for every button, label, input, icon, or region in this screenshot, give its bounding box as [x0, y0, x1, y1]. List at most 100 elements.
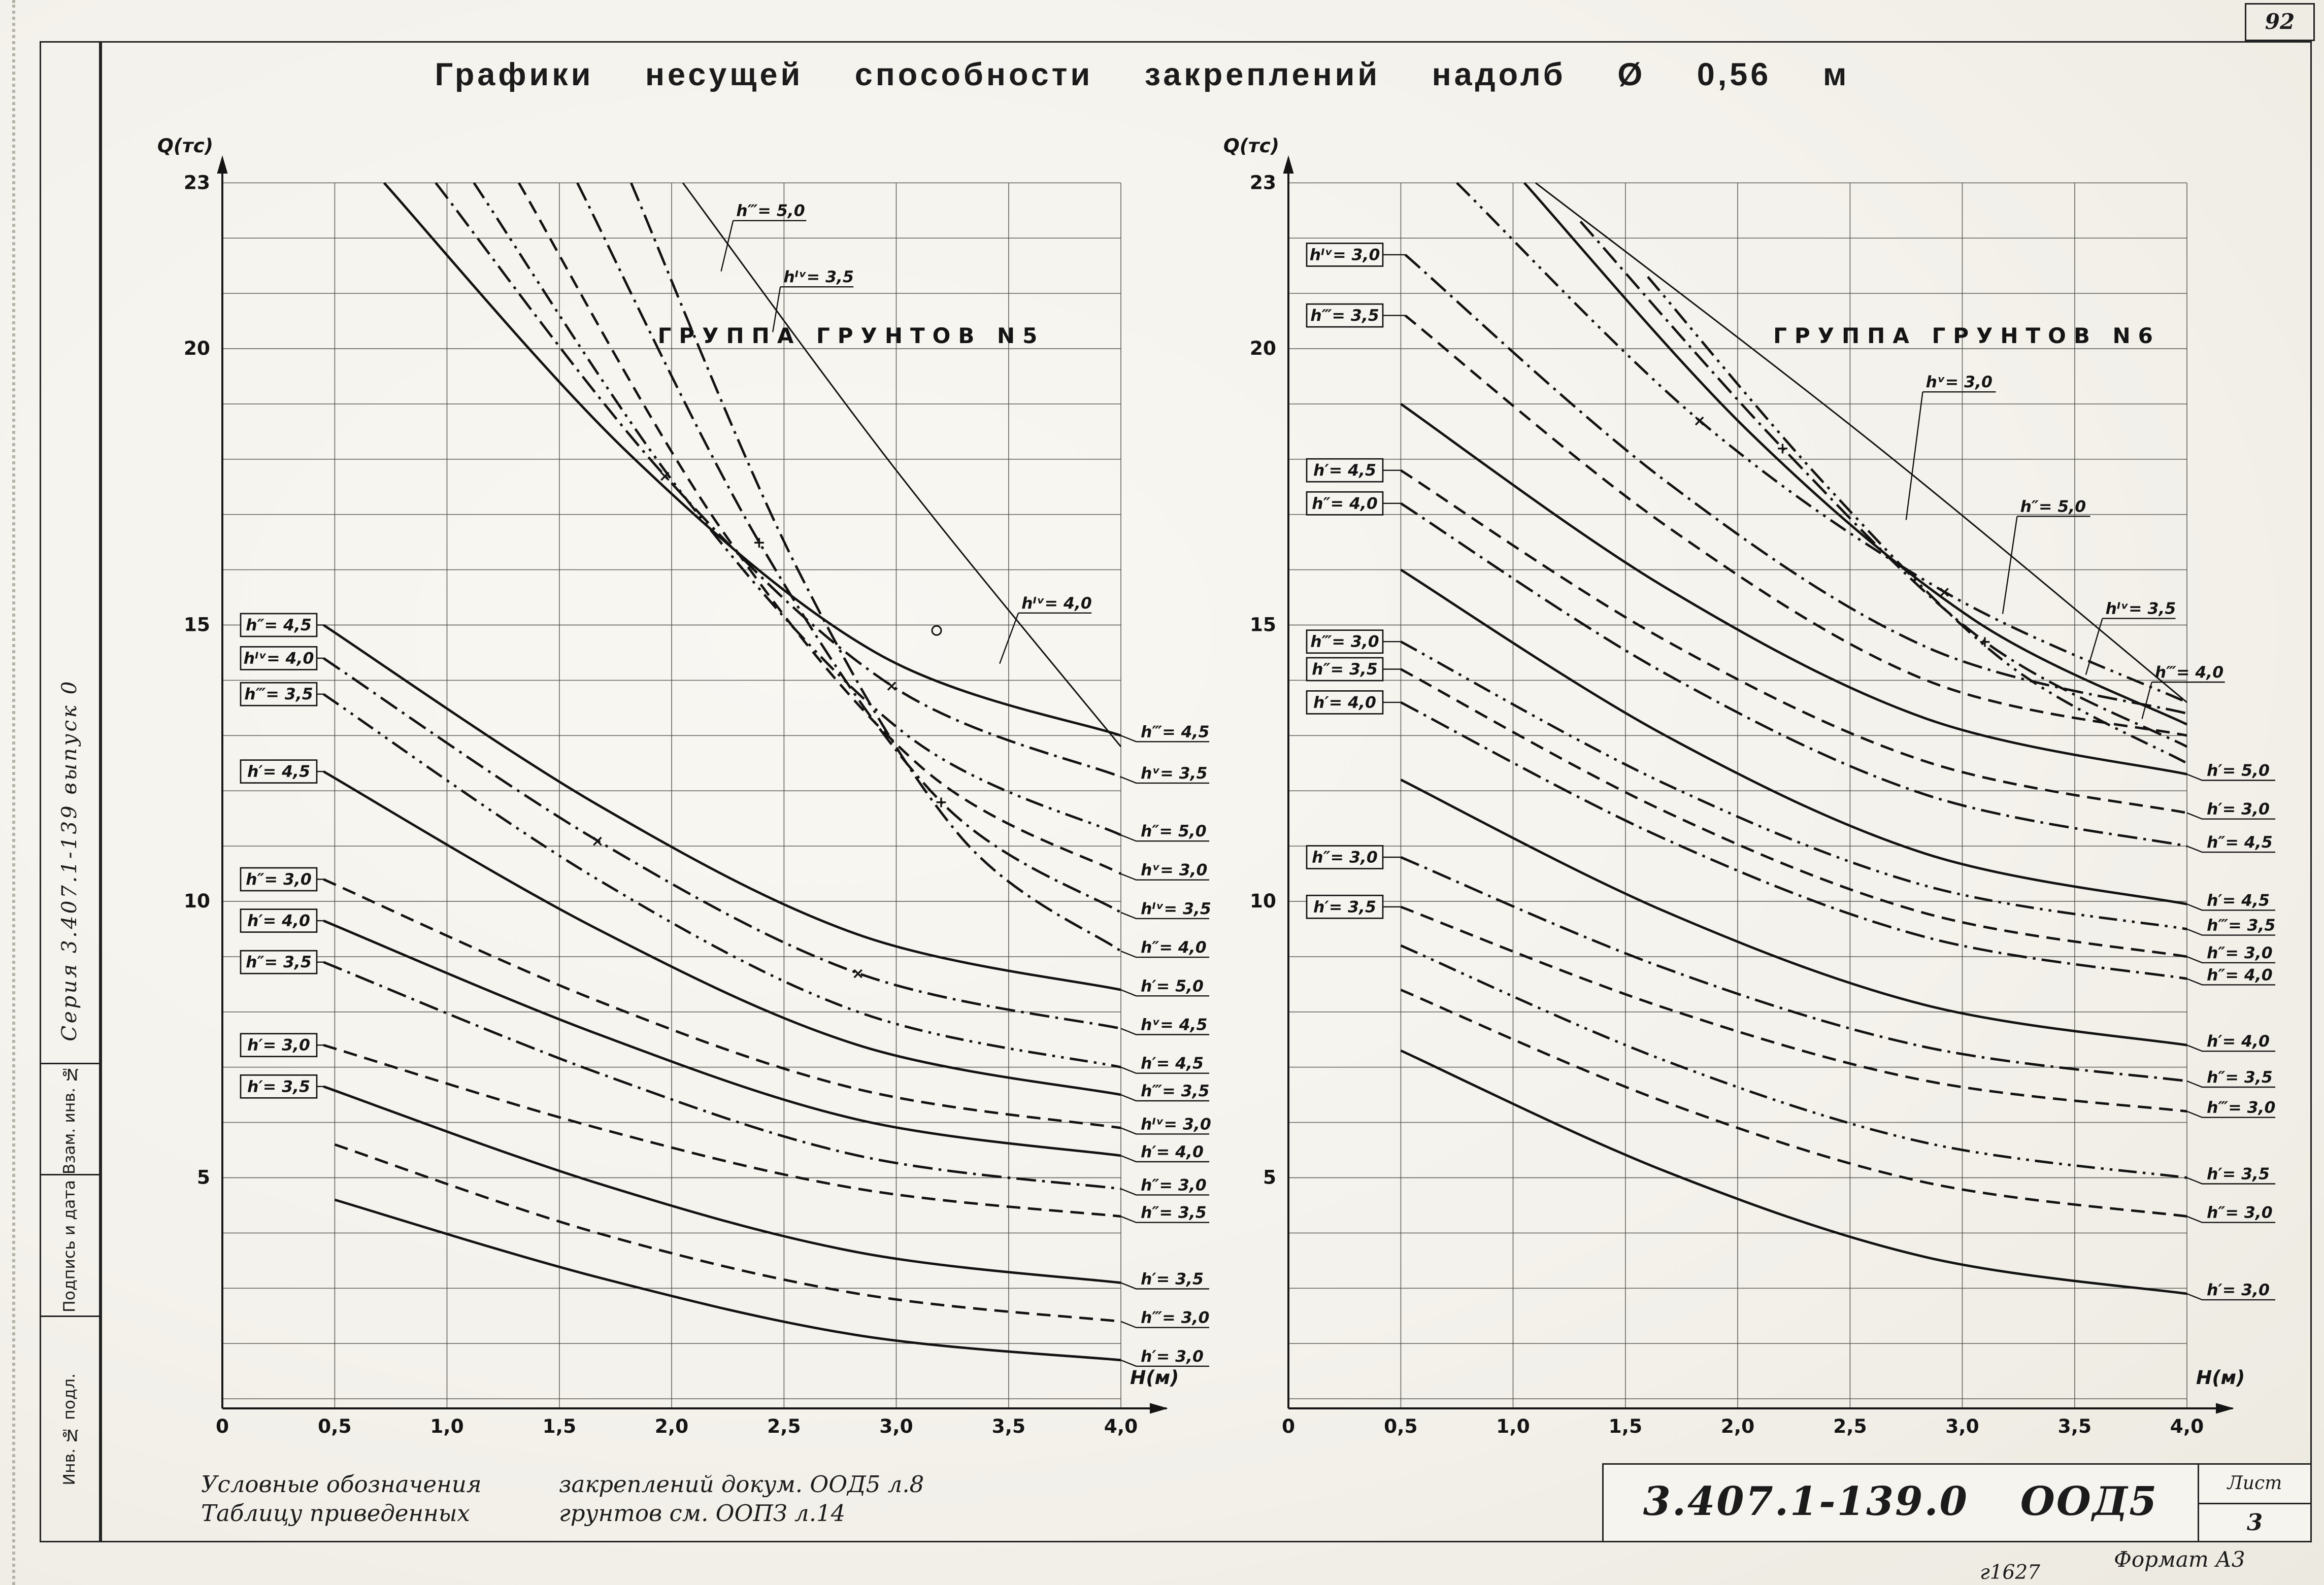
curve-start-label: h″= 4,0	[1312, 494, 1378, 513]
curve-marker: ×	[852, 965, 865, 983]
x-tick-label: 3,5	[2058, 1415, 2091, 1437]
label-leader	[772, 287, 781, 332]
floating-label: h‴= 5,0	[736, 202, 805, 220]
curve hᴵᵛ= 3,0	[323, 878, 1121, 1129]
footnote-2-right: грунтов см. ООПЗ л.14	[559, 1500, 846, 1527]
x-tick-label: 0,5	[1384, 1415, 1417, 1437]
curve-start-label: h′= 4,0	[247, 912, 310, 930]
curve h′= 5,0	[1400, 402, 2187, 775]
y-tick-label: 23	[1250, 171, 1276, 193]
curve-end-label: h″= 3,5	[1141, 1204, 1207, 1222]
y-tick-label: 20	[184, 337, 210, 359]
sheet-box: Лист 3	[2198, 1465, 2310, 1541]
x-tick-label: 1,5	[1609, 1415, 1642, 1437]
x-tick-label: 2,0	[1721, 1415, 1754, 1437]
title-block: 3.407.1-139.0 ООД5 Лист 3	[1602, 1463, 2312, 1542]
label-leader	[2186, 845, 2275, 853]
x-tick-label: 2,0	[655, 1415, 688, 1437]
circle-marker-icon	[931, 625, 942, 636]
x-axis-name: H(м)	[1130, 1366, 1179, 1389]
curve-start-label: h″= 4,5	[246, 616, 312, 634]
doc-number-left: 3.407.1-139.0	[1643, 1480, 1969, 1526]
curve h′= 3,0	[1400, 1049, 2187, 1295]
chart-soil-group-6: 23 20 15 10 5 0 0,5 1,0 1,5 2,0 2,5 3,0 3,5 4,0 Q(тс) H…	[1223, 134, 2276, 1437]
curve-end-label: h″= 3,0	[2207, 1204, 2273, 1222]
label-leader	[1120, 950, 1209, 958]
curve-marker: ×	[1693, 412, 1706, 430]
label-leader	[720, 220, 734, 272]
curve-marker: ×	[591, 832, 604, 850]
curve-end-label: h″= 3,0	[2207, 944, 2273, 962]
curve hᵛ= 3,0	[518, 182, 1122, 875]
curve h″= 3,5	[323, 1043, 1121, 1218]
curve-start-label: h″= 3,5	[246, 953, 312, 971]
curve-start-label: h‴= 3,5	[1310, 307, 1379, 325]
x-tick-label: 2,5	[1833, 1415, 1867, 1437]
label-leader	[2186, 1110, 2275, 1118]
curve h″= 5,0	[473, 182, 1122, 836]
y-tick-label: 15	[184, 614, 210, 636]
x-tick-label: 0	[216, 1415, 229, 1437]
curve h′= 3,5	[323, 1085, 1121, 1284]
curve h″= 4,5	[1400, 502, 2187, 848]
curve-start-label: hᴵᵛ= 3,0	[1310, 246, 1380, 264]
label-leader	[2085, 618, 2103, 675]
y-tick-label: 5	[197, 1166, 210, 1189]
curve h″= 4,0	[1400, 701, 2187, 980]
x-tick-label: 1,5	[543, 1415, 576, 1437]
curve-end-label: h‴= 3,5	[2207, 917, 2275, 935]
label-box	[240, 682, 318, 706]
sidebar-cell-label: Подпись и дата	[61, 1179, 79, 1312]
x-axis-arrow-icon	[2216, 1403, 2234, 1414]
curve hᴵᵛ= 3,5	[576, 182, 1122, 914]
curve-end-label: h″= 4,0	[2207, 966, 2273, 984]
label-leader	[1120, 1321, 1209, 1328]
curve h′= 4,0	[323, 919, 1121, 1157]
curve-end-label: h′= 3,0	[2207, 800, 2270, 819]
curve-end-label: h″= 4,0	[1141, 938, 1207, 957]
curve-float-label: hᴵᵛ= 3,5	[2106, 600, 2176, 618]
label-box	[240, 950, 318, 974]
curve-end-label: h′= 4,0	[1141, 1143, 1204, 1161]
curve h″= 3,5	[1400, 856, 2187, 1083]
curve-end-label: h″= 5,0	[1141, 822, 1207, 840]
footnote-2-left: Таблицу приведенных	[201, 1500, 470, 1527]
label-box	[240, 1074, 318, 1099]
drawing-frame	[101, 41, 2312, 1542]
label-leader	[2186, 1177, 2275, 1185]
x-tick-label: 4,0	[1104, 1415, 1138, 1437]
label-leader	[1120, 834, 1209, 842]
curve h′= 4,0	[1400, 779, 2187, 1047]
curve-end-label: h′= 4,0	[2207, 1032, 2270, 1051]
footnotes: Условные обозначения закреплений докум. …	[201, 1471, 924, 1529]
label-leader	[2186, 1080, 2275, 1088]
format-note: Формат А3	[2114, 1548, 2245, 1573]
envelope-line	[682, 182, 1122, 748]
curve-end-label: h″= 3,0	[1141, 1176, 1207, 1194]
y-axis-name: Q(тс)	[1223, 134, 1279, 157]
curve-end-label: h′= 5,0	[2207, 762, 2270, 780]
label-leader	[1905, 392, 1923, 520]
sheet-title: Графики несущей способности закреплений …	[435, 58, 1850, 93]
curve-end-label: hᵛ= 3,0	[1141, 861, 1207, 880]
curve-start-label: h′= 3,5	[247, 1077, 310, 1096]
label-leader	[1120, 912, 1209, 920]
x-tick-label: 1,0	[430, 1415, 463, 1437]
y-tick-label: 10	[1250, 890, 1276, 912]
page-number-box: 92	[2245, 3, 2315, 41]
label-leader	[1120, 1359, 1209, 1367]
curve-float-label: hᵛ= 3,0	[1926, 373, 1993, 391]
label-leader	[2186, 903, 2275, 911]
curve h‴= 3,5	[1400, 640, 2187, 930]
floating-label: hᴵᵛ= 4,0	[1021, 594, 1092, 613]
curve-start-label: h‴= 3,5	[244, 685, 313, 703]
curve-end-label: h′= 5,0	[1141, 977, 1204, 995]
curve-marker: +	[753, 534, 766, 552]
label-leader	[1120, 1282, 1209, 1290]
label-box	[1306, 894, 1384, 919]
curve-start-label: h″= 3,0	[246, 870, 312, 889]
floating-label: hᴵᵛ= 3,5	[783, 268, 854, 286]
label-leader	[1120, 1094, 1209, 1102]
curve h″= 5,0	[1523, 182, 2188, 726]
